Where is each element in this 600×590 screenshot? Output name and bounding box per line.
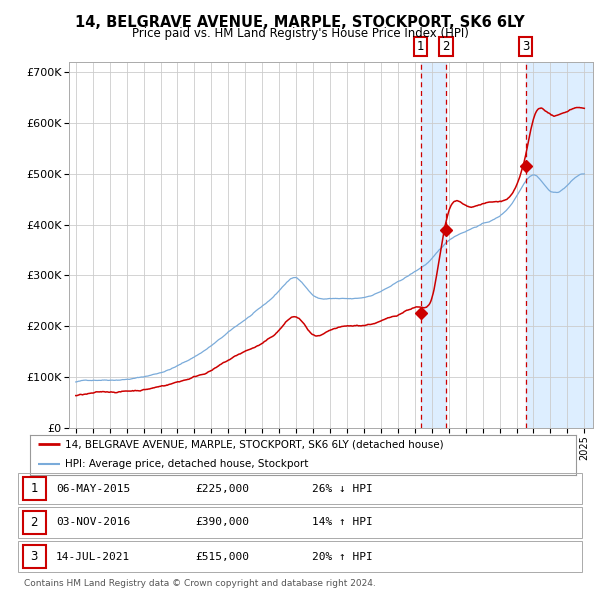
Text: Contains HM Land Registry data © Crown copyright and database right 2024.
This d: Contains HM Land Registry data © Crown c… — [24, 579, 376, 590]
Text: 14, BELGRAVE AVENUE, MARPLE, STOCKPORT, SK6 6LY (detached house): 14, BELGRAVE AVENUE, MARPLE, STOCKPORT, … — [65, 440, 444, 450]
Text: £515,000: £515,000 — [195, 552, 249, 562]
Text: 1: 1 — [31, 482, 38, 496]
Text: HPI: Average price, detached house, Stockport: HPI: Average price, detached house, Stoc… — [65, 458, 309, 468]
Text: £390,000: £390,000 — [195, 517, 249, 527]
Bar — [421, 62, 446, 428]
Text: 03-NOV-2016: 03-NOV-2016 — [56, 517, 130, 527]
Text: 14-JUL-2021: 14-JUL-2021 — [56, 552, 130, 562]
Text: 1: 1 — [417, 40, 424, 53]
Text: 14, BELGRAVE AVENUE, MARPLE, STOCKPORT, SK6 6LY: 14, BELGRAVE AVENUE, MARPLE, STOCKPORT, … — [75, 15, 525, 30]
Text: 26% ↓ HPI: 26% ↓ HPI — [311, 484, 373, 494]
Text: 2: 2 — [442, 40, 450, 53]
Bar — [526, 62, 593, 428]
Text: £225,000: £225,000 — [195, 484, 249, 494]
Text: 3: 3 — [522, 40, 529, 53]
Text: 14% ↑ HPI: 14% ↑ HPI — [311, 517, 373, 527]
Text: Price paid vs. HM Land Registry's House Price Index (HPI): Price paid vs. HM Land Registry's House … — [131, 27, 469, 40]
Text: 2: 2 — [31, 516, 38, 529]
Text: 20% ↑ HPI: 20% ↑ HPI — [311, 552, 373, 562]
Text: 06-MAY-2015: 06-MAY-2015 — [56, 484, 130, 494]
Text: 3: 3 — [31, 550, 38, 563]
